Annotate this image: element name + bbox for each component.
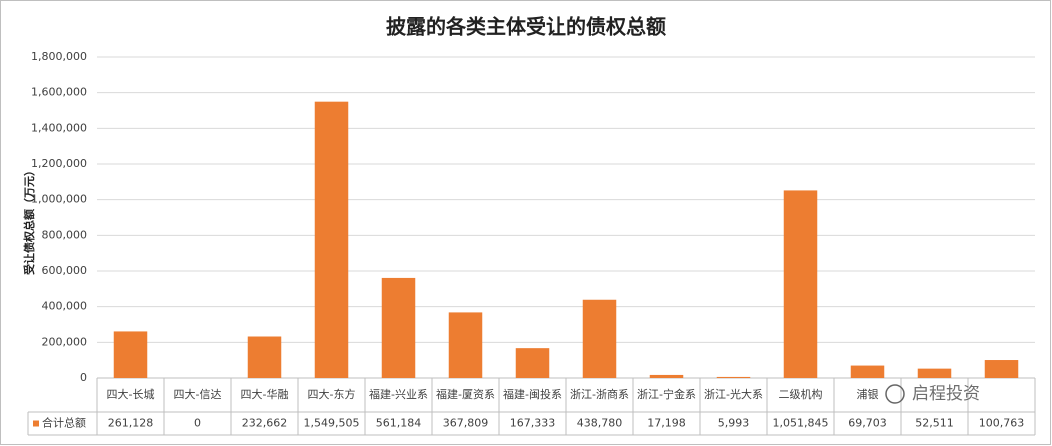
value-label: 1,051,845 bbox=[773, 417, 829, 430]
x-tick-label: 浙江-宁金系 bbox=[637, 388, 696, 401]
x-tick-label-box: 浙江-宁金系 bbox=[637, 388, 696, 401]
value-label: 5,993 bbox=[718, 417, 750, 430]
bar bbox=[314, 101, 349, 379]
x-tick-label-box: 四大-信达 bbox=[173, 388, 222, 401]
value-label: 232,662 bbox=[242, 417, 288, 430]
x-tick-label-box: 四大-东方 bbox=[307, 388, 356, 401]
value-label: 52,511 bbox=[915, 417, 954, 430]
legend-label: 合计总额 bbox=[42, 416, 86, 430]
bar bbox=[716, 376, 751, 378]
y-tick-label: 1,800,000 bbox=[31, 50, 87, 63]
x-tick-label-box: 福建-闽投系 bbox=[503, 388, 562, 401]
x-tick-label: 四大-信达 bbox=[173, 388, 222, 401]
x-tick-label: 四大-长城 bbox=[106, 388, 155, 401]
value-label: 0 bbox=[194, 417, 201, 430]
y-tick-label: 200,000 bbox=[42, 335, 88, 348]
bar bbox=[113, 331, 148, 378]
x-tick-label: 福建-闽投系 bbox=[503, 388, 562, 401]
value-label: 561,184 bbox=[376, 417, 422, 430]
y-tick-label: 400,000 bbox=[42, 300, 88, 313]
value-label: 438,780 bbox=[577, 417, 623, 430]
value-label: 69,703 bbox=[848, 417, 887, 430]
x-tick-label-box: 浦银 bbox=[856, 388, 879, 401]
x-tick-label: 福建-兴业系 bbox=[369, 388, 428, 401]
y-tick-label: 1,000,000 bbox=[31, 193, 87, 206]
x-tick-label-box: 浙江-光大系 bbox=[704, 388, 763, 401]
x-tick-label: 四大-东方 bbox=[307, 388, 356, 401]
x-tick-label-box: 福建-厦资系 bbox=[436, 388, 495, 401]
x-tick-label: 浙江-浙商系 bbox=[570, 388, 629, 401]
bar bbox=[984, 360, 1019, 378]
legend-swatch bbox=[33, 420, 39, 427]
x-tick-label-box: 四大-长城 bbox=[106, 388, 155, 401]
x-tick-label-box: 四大-华融 bbox=[240, 388, 289, 401]
bar bbox=[381, 277, 416, 378]
y-tick-label: 800,000 bbox=[42, 228, 88, 241]
x-tick-label: 福建-厦资系 bbox=[436, 388, 495, 401]
value-label: 261,128 bbox=[108, 417, 154, 430]
value-label: 167,333 bbox=[510, 417, 556, 430]
y-tick-label: 0 bbox=[80, 371, 87, 384]
bar bbox=[448, 312, 483, 378]
watermark: 启程投资 bbox=[912, 384, 980, 404]
x-tick-label: 二级机构 bbox=[778, 388, 823, 401]
bar bbox=[917, 368, 952, 378]
value-label: 100,763 bbox=[979, 417, 1025, 430]
bar bbox=[515, 348, 550, 378]
bar bbox=[649, 374, 684, 378]
bar bbox=[850, 365, 885, 378]
value-label: 1,549,505 bbox=[304, 417, 360, 430]
bar bbox=[783, 190, 818, 378]
x-tick-label: 四大-华融 bbox=[240, 388, 289, 401]
y-tick-label: 600,000 bbox=[42, 264, 88, 277]
bar bbox=[247, 336, 282, 378]
x-tick-label: 浦银 bbox=[856, 388, 879, 401]
bar bbox=[582, 299, 617, 378]
value-label: 17,198 bbox=[647, 417, 686, 430]
watermark-icon bbox=[885, 384, 905, 404]
x-tick-label-box: 二级机构 bbox=[778, 388, 823, 401]
y-tick-label: 1,400,000 bbox=[31, 121, 87, 134]
y-tick-label: 1,600,000 bbox=[31, 86, 87, 99]
chart-title: 披露的各类主体受让的债权总额 bbox=[386, 15, 666, 39]
y-tick-label: 1,200,000 bbox=[31, 157, 87, 170]
x-tick-label-box: 浙江-浙商系 bbox=[570, 388, 629, 401]
x-tick-label: 浙江-光大系 bbox=[704, 388, 763, 401]
value-label: 367,809 bbox=[443, 417, 489, 430]
x-tick-label-box: 福建-兴业系 bbox=[369, 388, 428, 401]
y-axis-label: 受让债权总额（万元） bbox=[22, 165, 36, 275]
